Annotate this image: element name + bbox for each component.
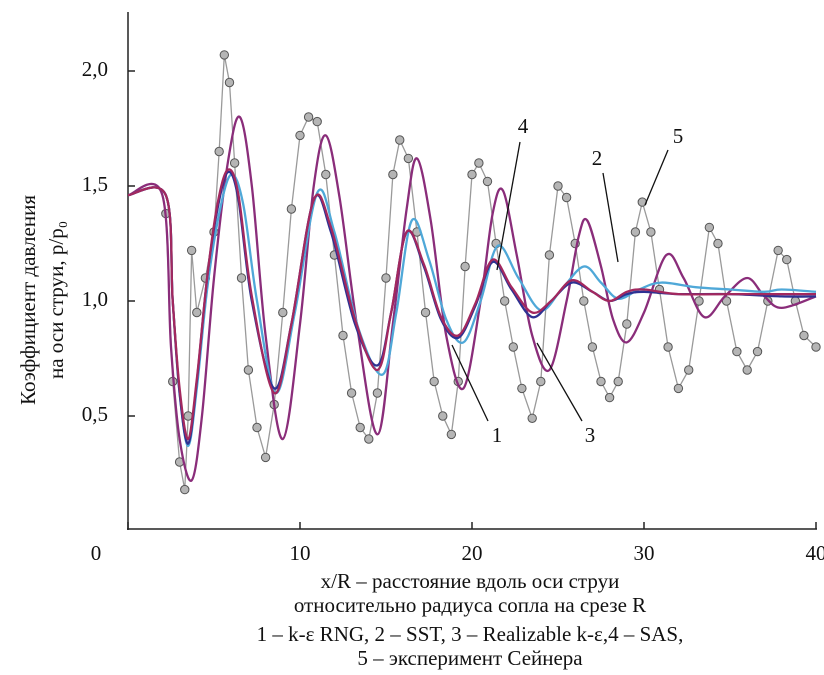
data-point bbox=[536, 376, 546, 387]
data-point bbox=[364, 434, 374, 444]
data-point bbox=[372, 388, 383, 398]
data-point bbox=[499, 296, 510, 306]
data-point bbox=[180, 484, 190, 495]
data-point bbox=[243, 365, 254, 375]
caption: 1 – k-ε RNG, 2 – SST, 3 – Realizable k-ε… bbox=[257, 622, 684, 646]
y-axis-label: на оси струи, p/p₀ bbox=[44, 221, 68, 379]
data-point bbox=[355, 422, 365, 433]
x-tick-label: 10 bbox=[290, 541, 311, 565]
annotation: 1 bbox=[492, 423, 503, 447]
series-line bbox=[127, 170, 817, 445]
data-point bbox=[192, 307, 202, 318]
annotation-leader bbox=[536, 342, 583, 422]
data-point bbox=[811, 342, 821, 352]
data-point bbox=[229, 158, 240, 168]
data-point bbox=[684, 365, 694, 375]
data-point bbox=[260, 452, 271, 463]
data-point bbox=[338, 330, 348, 341]
data-point bbox=[553, 181, 563, 191]
data-point bbox=[527, 413, 537, 423]
series-line bbox=[127, 168, 816, 441]
x-tick-label: 30 bbox=[634, 541, 655, 565]
data-point bbox=[252, 422, 262, 433]
data-point bbox=[395, 135, 405, 145]
data-point bbox=[381, 273, 391, 283]
data-point bbox=[799, 330, 809, 341]
data-point bbox=[613, 376, 623, 387]
data-point bbox=[732, 346, 742, 357]
data-point bbox=[467, 169, 477, 180]
y-tick-label: 1,5 bbox=[82, 172, 108, 196]
data-point bbox=[460, 261, 470, 272]
data-point bbox=[236, 273, 247, 283]
data-point bbox=[438, 411, 448, 421]
data-point bbox=[186, 245, 197, 256]
annotation-leader bbox=[451, 344, 489, 422]
data-point bbox=[446, 429, 457, 440]
data-point bbox=[346, 388, 357, 398]
data-point bbox=[214, 146, 224, 157]
data-point bbox=[704, 222, 715, 233]
data-point bbox=[286, 204, 297, 214]
data-point bbox=[646, 227, 656, 237]
data-point bbox=[295, 130, 305, 141]
data-point bbox=[224, 77, 235, 88]
data-point bbox=[561, 192, 572, 203]
x-tick-label: 0 bbox=[91, 541, 102, 565]
data-point bbox=[508, 342, 518, 352]
data-point bbox=[303, 112, 314, 122]
data-point bbox=[312, 116, 322, 127]
data-point bbox=[752, 346, 763, 357]
data-point bbox=[429, 376, 439, 387]
data-point bbox=[622, 319, 632, 329]
y-axis-label: Коэффициент давления bbox=[16, 195, 40, 405]
data-point bbox=[321, 169, 331, 180]
data-point bbox=[482, 176, 493, 187]
data-point bbox=[673, 383, 684, 394]
data-point bbox=[579, 296, 589, 306]
annotation: 4 bbox=[518, 114, 529, 138]
x-axis-label: относительно радиуса сопла на срезе R bbox=[294, 593, 646, 617]
data-point bbox=[517, 383, 527, 394]
data-point bbox=[420, 307, 431, 318]
y-tick-label: 1,0 bbox=[82, 287, 108, 311]
caption: 5 – эксперимент Сейнера bbox=[357, 646, 583, 670]
data-point bbox=[782, 254, 792, 265]
data-point bbox=[278, 307, 288, 318]
data-point bbox=[663, 342, 673, 352]
annotation: 2 bbox=[592, 146, 603, 170]
data-point bbox=[596, 376, 606, 387]
data-point bbox=[713, 238, 723, 249]
data-point bbox=[721, 296, 732, 306]
annotation-leader bbox=[644, 149, 669, 206]
data-point bbox=[403, 153, 414, 164]
annotation: 3 bbox=[585, 423, 596, 447]
data-point bbox=[773, 245, 783, 256]
data-point bbox=[587, 342, 598, 352]
data-point bbox=[474, 158, 484, 168]
x-tick-label: 20 bbox=[462, 541, 483, 565]
annotation: 5 bbox=[673, 124, 684, 148]
annotation-leader bbox=[602, 172, 619, 263]
y-tick-label: 2,0 bbox=[82, 57, 108, 81]
x-tick-label: 40 bbox=[806, 541, 824, 565]
x-axis-label: x/R – расстояние вдоль оси струи bbox=[321, 569, 620, 593]
data-point bbox=[604, 392, 615, 403]
data-point bbox=[630, 227, 641, 237]
y-tick-label: 0,5 bbox=[82, 402, 108, 426]
data-point bbox=[544, 250, 555, 260]
annotation-leader bbox=[496, 141, 521, 271]
data-point bbox=[742, 365, 752, 375]
data-point bbox=[219, 50, 230, 60]
data-point bbox=[388, 169, 398, 180]
